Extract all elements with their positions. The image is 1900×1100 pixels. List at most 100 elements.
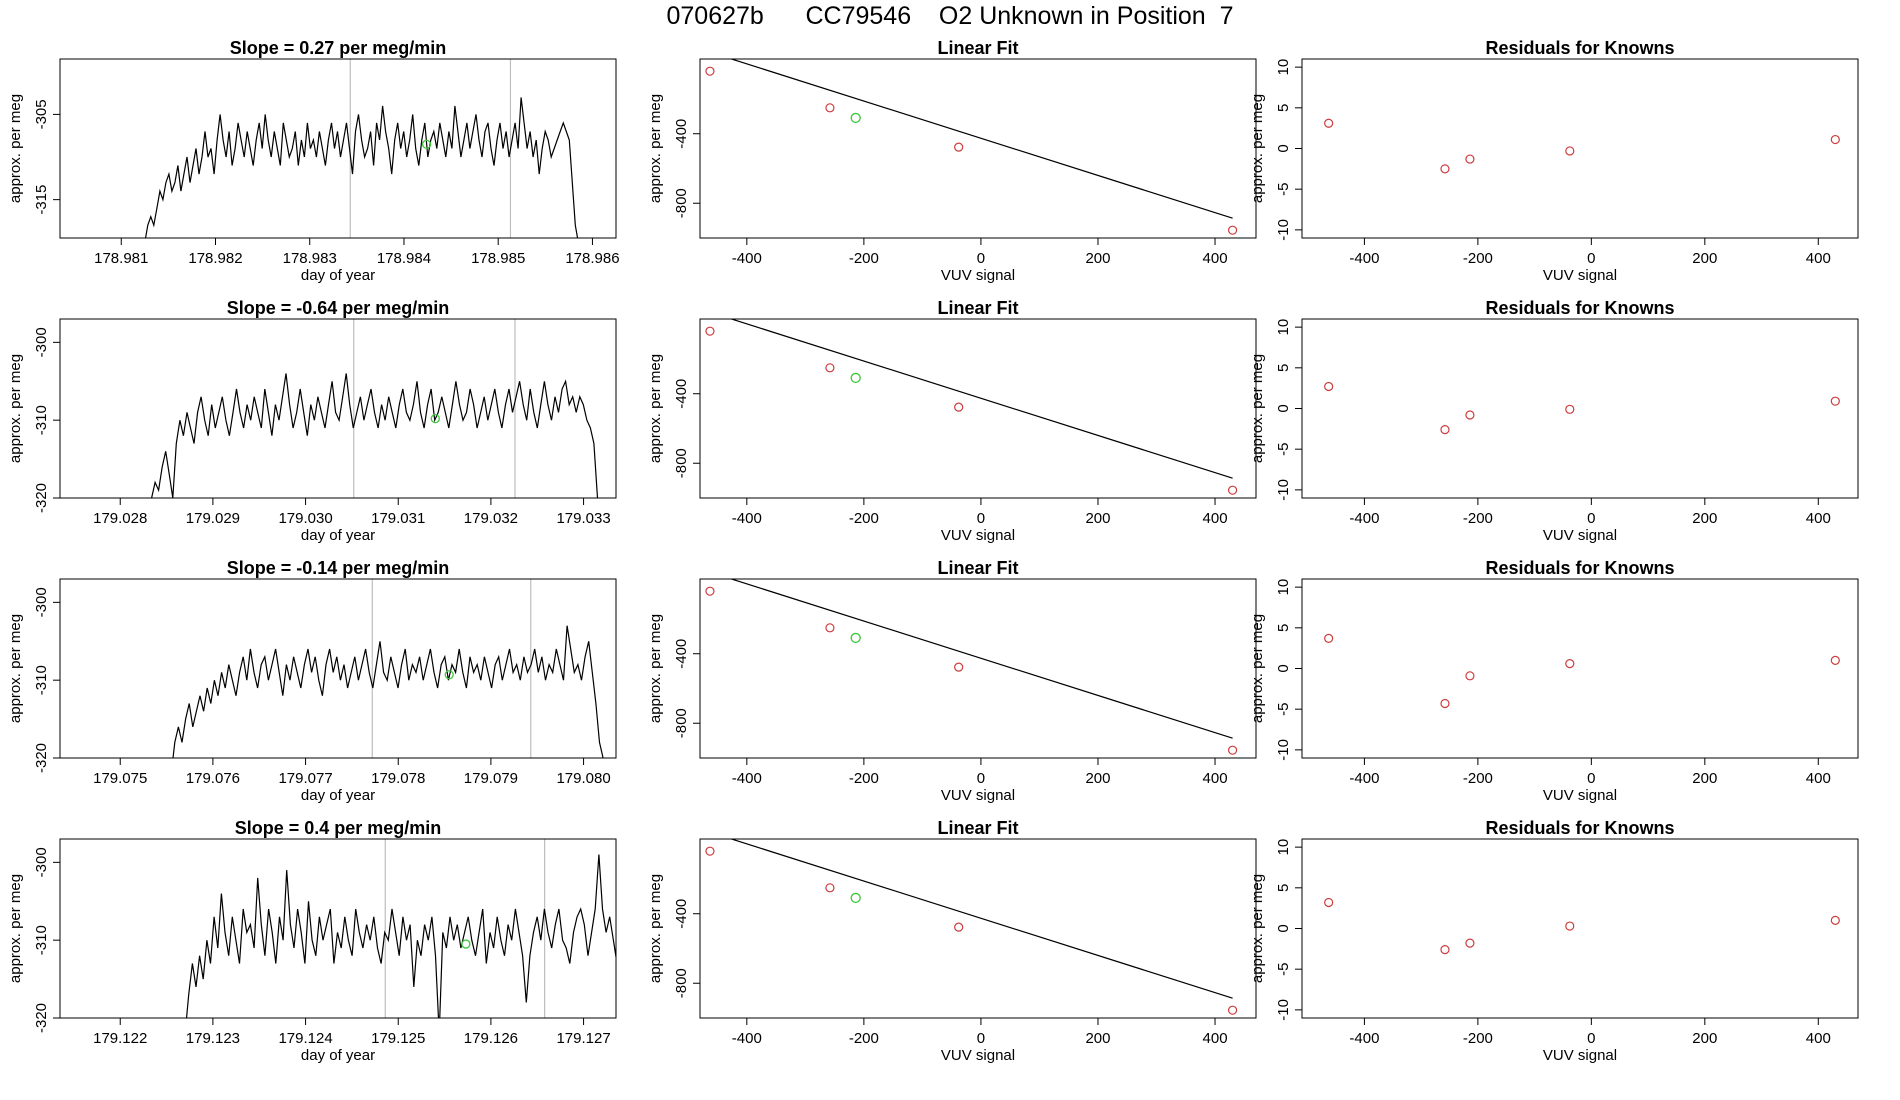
x-tick-label: 179.079 [464, 770, 518, 787]
x-tick-label: 178.983 [283, 250, 337, 267]
x-axis-label: VUV signal [1543, 527, 1617, 544]
y-tick-label: -400 [673, 639, 690, 669]
fit-line [729, 319, 1233, 479]
chart-panel-timeseries-row3: Slope = -0.14 per meg/min 179.075 179.076 1… [7, 558, 617, 804]
x-tick-label: 179.080 [556, 770, 610, 787]
x-tick-label: -400 [1349, 1030, 1379, 1047]
x-tick-label: 179.126 [464, 1030, 518, 1047]
x-tick-label: 400 [1203, 510, 1228, 527]
y-tick-label: -300 [33, 847, 50, 877]
x-tick-label: 400 [1806, 250, 1831, 267]
chart-title: Linear Fit [937, 818, 1018, 838]
plot-frame [1301, 58, 1859, 239]
y-tick-label: 0 [1275, 144, 1292, 152]
page-title: 070627b CC79546 O2 Unknown in Position 7 [666, 2, 1234, 30]
y-tick-label: -800 [673, 968, 690, 998]
y-axis-label: approx. per meg [1249, 94, 1266, 203]
x-tick-label: 200 [1085, 1030, 1110, 1047]
plot-frame [699, 578, 1257, 759]
x-tick-label: 179.031 [371, 510, 425, 527]
chart-title: Linear Fit [937, 38, 1018, 58]
plot-frame [699, 838, 1257, 1019]
residual-point [1440, 945, 1450, 955]
x-tick-label: 400 [1806, 770, 1831, 787]
known-point [1227, 485, 1238, 495]
unknown-point [421, 139, 432, 149]
x-axis-label: VUV signal [941, 267, 1015, 284]
fit-line [729, 839, 1233, 999]
x-tick-label: 0 [977, 770, 985, 787]
residual-point [1465, 154, 1475, 164]
y-tick-label: 10 [1275, 319, 1292, 336]
x-tick-label: 178.986 [565, 250, 619, 267]
plot-area [705, 59, 1238, 235]
chart-title: Residuals for Knowns [1485, 818, 1674, 838]
x-tick-label: 400 [1806, 510, 1831, 527]
x-tick-label: -400 [732, 770, 762, 787]
y-tick-label: -315 [33, 185, 50, 215]
y-tick-label: -10 [1275, 999, 1292, 1021]
x-tick-label: -200 [849, 510, 879, 527]
plot-area [705, 319, 1238, 495]
x-tick-label: 200 [1085, 250, 1110, 267]
plot-area [705, 839, 1238, 1015]
plot-frame [699, 58, 1257, 239]
chart-title: Residuals for Knowns [1485, 298, 1674, 318]
residual-point [1830, 915, 1840, 925]
residual-point [1830, 396, 1840, 406]
y-tick-label: -305 [33, 99, 50, 129]
x-tick-label: 179.029 [186, 510, 240, 527]
fit-line [729, 579, 1233, 739]
chart-title: Linear Fit [937, 558, 1018, 578]
y-tick-label: -300 [33, 587, 50, 617]
data-series-line [150, 373, 599, 498]
plot-area [185, 839, 616, 1018]
x-tick-label: -200 [849, 250, 879, 267]
plot-area [705, 579, 1238, 755]
plot-frame [59, 578, 617, 759]
x-tick-label: 200 [1692, 1030, 1717, 1047]
fit-line [729, 59, 1233, 219]
x-tick-label: 179.124 [278, 1030, 332, 1047]
plot-area [172, 579, 604, 758]
x-tick-label: 178.984 [377, 250, 431, 267]
residual-point [1465, 671, 1475, 681]
y-tick-label: -5 [1275, 703, 1292, 716]
y-tick-label: -400 [673, 899, 690, 929]
known-point [825, 103, 835, 113]
x-axis-label: day of year [301, 527, 375, 544]
y-tick-label: 5 [1275, 104, 1292, 112]
x-tick-label: 400 [1203, 770, 1228, 787]
y-tick-label: -400 [673, 379, 690, 409]
x-tick-label: -200 [849, 1030, 879, 1047]
plot-area [1324, 381, 1840, 435]
residual-point [1565, 146, 1575, 156]
y-tick-label: -5 [1275, 963, 1292, 976]
chart-panel-timeseries-row1: Slope = 0.27 per meg/min 178.981 178.982 17… [7, 38, 620, 284]
residual-point [1440, 425, 1450, 435]
chart-title: Slope = 0.27 per meg/min [230, 38, 447, 58]
x-tick-label: 0 [977, 250, 985, 267]
chart-panel-residuals-row3: Residuals for Knowns -400 -200 0 200 400 -10 -5… [1249, 558, 1859, 804]
x-axis-label: VUV signal [1543, 267, 1617, 284]
y-tick-label: -800 [673, 188, 690, 218]
x-tick-label: 0 [977, 510, 985, 527]
chart-panel-linear_fit-row2: Linear Fit -400 -200 0 200 400 -800 -400 VUV sig… [647, 298, 1257, 544]
x-tick-label: -200 [1463, 510, 1493, 527]
x-tick-label: -200 [1463, 250, 1493, 267]
y-axis-label: approx. per meg [1249, 354, 1266, 463]
y-axis-label: approx. per meg [1249, 874, 1266, 983]
y-tick-label: 0 [1275, 924, 1292, 932]
x-tick-label: 0 [977, 1030, 985, 1047]
y-tick-label: -800 [673, 448, 690, 478]
chart-title: Linear Fit [937, 298, 1018, 318]
y-axis-label: approx. per meg [7, 874, 24, 983]
unknown-point [850, 632, 861, 644]
residual-point [1565, 404, 1575, 414]
chart-title: Residuals for Knowns [1485, 558, 1674, 578]
data-series-line [172, 625, 604, 758]
x-tick-label: -400 [1349, 770, 1379, 787]
plot-frame [699, 318, 1257, 499]
known-point [705, 586, 715, 596]
x-tick-label: 179.032 [464, 510, 518, 527]
